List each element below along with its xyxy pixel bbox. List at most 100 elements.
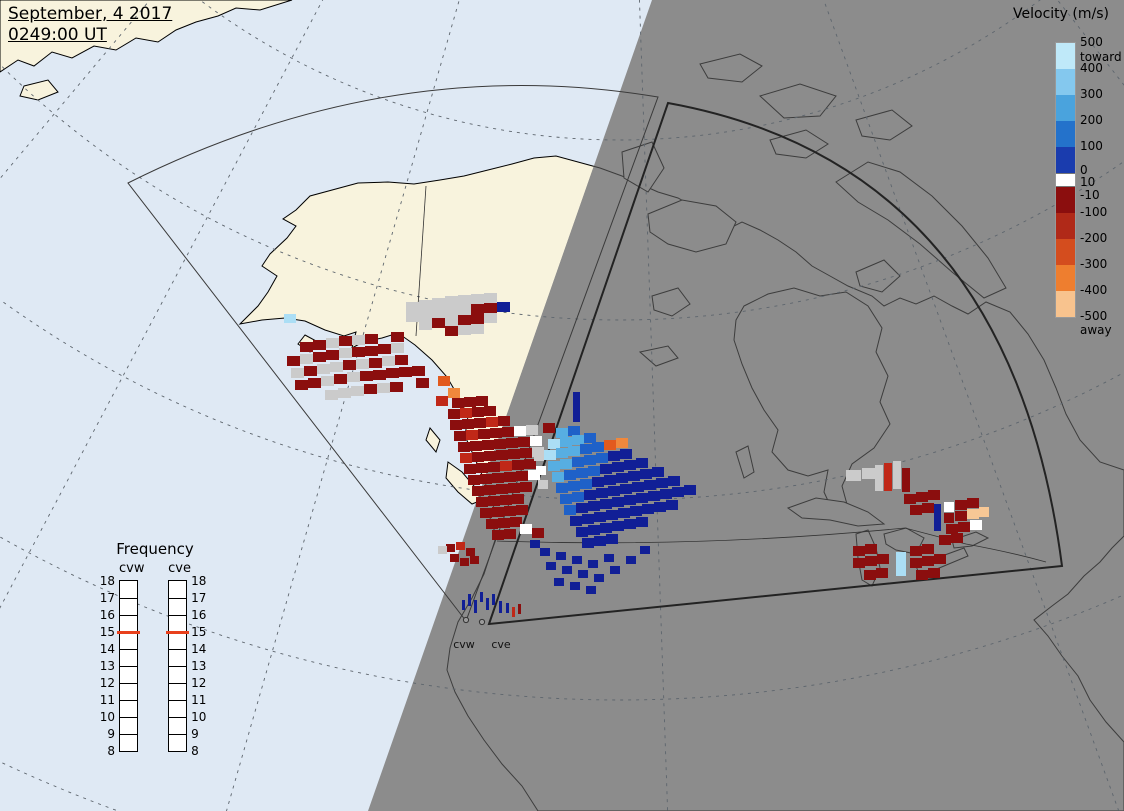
velocity-cell — [934, 554, 946, 564]
freq-scale-segment — [120, 717, 137, 734]
velocity-cell — [654, 502, 666, 512]
velocity-color-segment — [1056, 213, 1075, 239]
date-label: September, 4 2017 — [8, 4, 173, 24]
freq-scale-segment — [169, 700, 187, 717]
velocity-cells-layer — [284, 293, 989, 617]
velocity-cell — [534, 452, 544, 461]
velocity-cell — [862, 468, 876, 479]
velocity-cell — [464, 464, 476, 474]
velocity-cell — [916, 492, 928, 502]
velocity-cell — [556, 552, 566, 560]
velocity-cell — [352, 335, 365, 345]
velocity-cell — [466, 548, 475, 556]
velocity-cell — [584, 433, 596, 443]
freq-current-marker — [117, 630, 140, 634]
velocity-cell — [536, 466, 546, 475]
radar-site-dot-cvw — [462, 616, 470, 624]
velocity-cell — [506, 603, 509, 613]
velocity-cell — [592, 477, 604, 487]
velocity-tick-label: 500 — [1080, 35, 1103, 49]
velocity-cell — [546, 562, 556, 570]
velocity-cell — [584, 455, 596, 465]
velocity-cell — [853, 558, 865, 568]
radar-sites-layer: cvw cve — [453, 616, 511, 651]
velocity-cell — [910, 546, 922, 556]
velocity-cell — [520, 524, 532, 534]
velocity-tick-label: 400 — [1080, 61, 1103, 75]
velocity-cell — [578, 570, 588, 578]
velocity-cell — [530, 540, 540, 548]
freq-tick-label: 13 — [191, 659, 207, 673]
velocity-cell — [944, 502, 954, 512]
velocity-cell — [596, 488, 608, 498]
velocity-cell — [480, 508, 492, 518]
velocity-cell — [652, 467, 664, 477]
toward-label: toward — [1080, 50, 1122, 64]
velocity-cell — [668, 476, 680, 486]
velocity-cell — [326, 350, 339, 360]
velocity-cell — [291, 368, 304, 378]
velocity-cell — [979, 507, 989, 517]
velocity-cell — [853, 546, 865, 556]
velocity-cell — [640, 469, 652, 479]
velocity-cell — [877, 554, 889, 564]
velocity-cell — [452, 398, 464, 408]
radar-fov-cve — [487, 101, 1064, 626]
velocity-cell — [596, 453, 608, 463]
velocity-cell — [472, 407, 484, 417]
time-label: 0249:00 UT — [8, 25, 107, 46]
velocity-cell — [560, 459, 572, 469]
velocity-cell — [382, 356, 395, 366]
velocity-cell — [893, 461, 901, 489]
freq-tick-label: 16 — [191, 608, 207, 622]
velocity-cell — [580, 479, 592, 489]
velocity-cell — [530, 436, 542, 446]
velocity-cell — [466, 430, 478, 440]
velocity-cell — [612, 497, 624, 507]
velocity-cell — [365, 334, 378, 344]
velocity-cell — [391, 343, 404, 353]
freq-tick-label: 12 — [191, 676, 207, 690]
velocity-color-segment — [1056, 265, 1075, 291]
velocity-cell — [476, 497, 488, 507]
velocity-cell — [518, 437, 530, 447]
velocity-cell — [325, 390, 338, 400]
velocity-cell — [624, 495, 636, 505]
frequency-panel-title: Frequency — [116, 540, 194, 558]
velocity-cell — [468, 475, 480, 485]
velocity-cell — [343, 360, 356, 370]
freq-scale-segment — [120, 598, 137, 615]
velocity-cell — [496, 450, 508, 460]
velocity-cell — [492, 530, 504, 540]
velocity-cell — [544, 450, 556, 460]
velocity-cell — [624, 519, 636, 529]
velocity-cell — [458, 315, 471, 325]
freq-scale-box-cvw — [117, 580, 140, 752]
freq-scale-segment — [120, 581, 137, 598]
velocity-cell — [512, 607, 515, 617]
velocity-tick-label: 10 — [1080, 175, 1096, 189]
velocity-cell — [628, 471, 640, 481]
velocity-legend: Velocity (m/s) 500 400 300 200 100 0 10 -10 -100… — [1000, 6, 1122, 351]
velocity-cell — [492, 594, 495, 605]
velocity-cell — [287, 356, 300, 366]
freq-scale-segment — [169, 683, 187, 700]
velocity-cell — [568, 481, 580, 491]
velocity-color-segment — [1056, 43, 1075, 69]
freq-tick-label: 10 — [191, 710, 207, 724]
velocity-cell — [580, 444, 592, 454]
velocity-cell — [552, 472, 564, 482]
velocity-cell — [508, 449, 520, 459]
velocity-cell — [494, 439, 506, 449]
velocity-cell — [554, 578, 564, 586]
velocity-cell — [600, 523, 612, 533]
velocity-cell — [478, 429, 490, 439]
velocity-cell — [462, 419, 474, 429]
velocity-cell — [386, 368, 399, 378]
velocity-cell — [484, 313, 497, 323]
velocity-cell — [904, 494, 916, 504]
velocity-tick-label: -400 — [1080, 283, 1108, 297]
velocity-cell — [564, 505, 576, 515]
velocity-cell — [588, 560, 598, 568]
velocity-cell — [864, 570, 876, 580]
